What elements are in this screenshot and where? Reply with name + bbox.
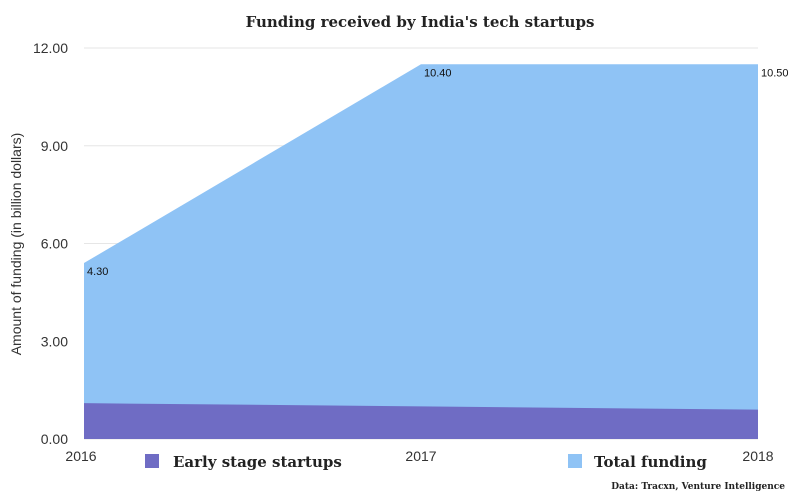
legend-label-total-funding: Total funding	[594, 453, 707, 471]
data-source: Data: Tracxn, Venture Intelligence	[611, 482, 785, 492]
y-tick-label: 0.00	[41, 431, 68, 447]
legend: Early stage startups Total funding	[145, 453, 707, 471]
y-axis-ticks: 0.00 3.00 6.00 9.00 12.00	[33, 40, 68, 447]
x-axis-ticks: 2016 2017 2018	[65, 448, 773, 464]
x-tick-label: 2016	[65, 448, 96, 464]
data-label-total-funding: 10.50	[761, 67, 789, 79]
chart-title: Funding received by India's tech startup…	[246, 13, 595, 31]
x-tick-label: 2017	[405, 448, 436, 464]
area-early-stage	[84, 403, 758, 439]
legend-swatch-total-funding	[568, 454, 582, 468]
area-total-funding	[84, 64, 758, 440]
y-tick-label: 9.00	[41, 138, 68, 154]
y-tick-label: 6.00	[41, 236, 68, 252]
y-axis-label: Amount of funding (in billion dollars)	[8, 133, 24, 356]
area-series	[84, 64, 758, 440]
data-label-total-funding: 10.40	[424, 67, 452, 79]
data-labels: 4.30 10.40 10.50	[87, 67, 789, 278]
x-tick-label: 2018	[742, 448, 773, 464]
legend-label-early-stage: Early stage startups	[173, 453, 342, 471]
data-label-total-funding: 4.30	[87, 266, 108, 278]
y-tick-label: 3.00	[41, 333, 68, 349]
legend-swatch-early-stage	[145, 454, 159, 468]
y-tick-label: 12.00	[33, 40, 68, 56]
